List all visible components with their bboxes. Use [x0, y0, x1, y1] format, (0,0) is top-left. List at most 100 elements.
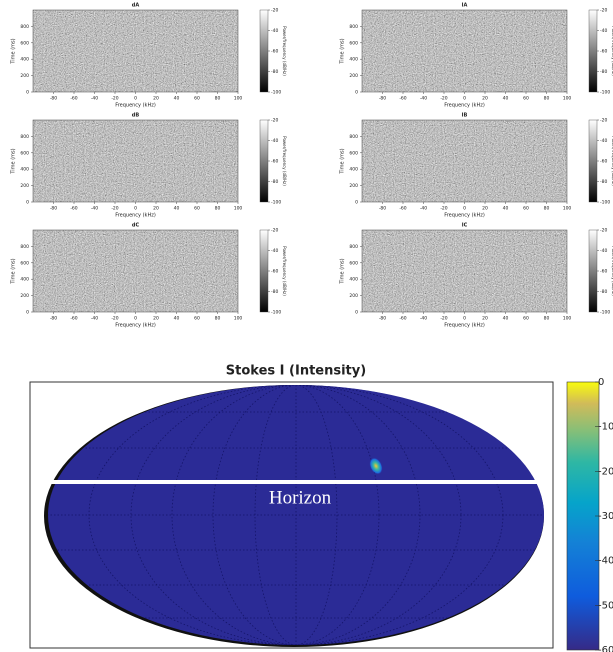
x-tick-label: -60 [70, 316, 77, 322]
x-tick-label: 60 [523, 316, 529, 322]
y-tick-label: 400 [20, 167, 29, 173]
panel-title: IC [462, 223, 468, 229]
x-tick-label: -20 [440, 316, 447, 322]
colorbar-tick-label: -20 [271, 228, 278, 234]
x-tick-label: -80 [379, 96, 386, 102]
spectrogram-image [33, 230, 238, 312]
colorbar-tick-label: -100 [271, 90, 281, 96]
source-blob [369, 457, 383, 475]
colorbar-tick-label: -60 [271, 49, 278, 55]
colorbar-tick-label: -40 [271, 138, 278, 144]
colorbar-label: Power/frequency (dB/Hz) [282, 246, 287, 296]
colorbar-tick-label: -40 [600, 248, 607, 254]
spectrogram-image [33, 10, 238, 92]
y-tick-label: 800 [20, 24, 29, 30]
y-tick-label: 400 [20, 57, 29, 63]
x-axis-label: Frequency (kHz) [115, 213, 156, 219]
colorbar [588, 9, 598, 93]
y-axis-label: Time (ms) [340, 38, 346, 64]
y-tick-label: 600 [20, 150, 29, 156]
y-tick-label: 800 [349, 134, 358, 140]
y-tick-label: 800 [20, 134, 29, 140]
x-tick-label: 20 [153, 316, 159, 322]
x-tick-label: 80 [215, 96, 221, 102]
y-tick-label: 400 [349, 277, 358, 283]
colorbar-tick-label: -60 [600, 269, 607, 275]
x-tick-label: -20 [440, 96, 447, 102]
sky-grid [48, 385, 544, 645]
x-tick-label: 60 [523, 206, 529, 212]
x-tick-label: 40 [174, 96, 180, 102]
colorbar [566, 381, 600, 651]
y-tick-label: 800 [349, 24, 358, 30]
colorbar-tick-label: -100 [271, 310, 281, 316]
colorbar [588, 119, 598, 203]
x-tick-label: -80 [50, 316, 57, 322]
colorbar-label: Power/frequency (dB/Hz) [611, 136, 613, 186]
x-axis-label: Frequency (kHz) [444, 103, 485, 109]
colorbar-label: Power/frequency (dB/Hz) [282, 26, 287, 76]
colorbar-tick-label: -40 [271, 28, 278, 34]
y-axis-label: Time (ms) [340, 258, 346, 284]
x-tick-label: 20 [482, 206, 488, 212]
x-tick-label: 60 [194, 96, 200, 102]
x-tick-label: 80 [544, 316, 550, 322]
colorbar-tick-label: -60 [271, 269, 278, 275]
x-tick-label: -20 [111, 96, 118, 102]
colorbar-tick-label: -20 [271, 8, 278, 14]
spectrogram-image [33, 120, 238, 202]
colorbar-tick-label: -40 [598, 556, 613, 567]
panel-title: IA [462, 3, 468, 9]
panel-title: dA [132, 3, 140, 9]
x-tick-label: -80 [379, 206, 386, 212]
x-tick-label: 20 [482, 316, 488, 322]
y-tick-label: 0 [355, 200, 358, 206]
y-tick-label: 200 [20, 183, 29, 189]
y-tick-label: 0 [355, 310, 358, 316]
x-tick-label: 100 [234, 206, 243, 212]
x-tick-label: -40 [91, 206, 98, 212]
y-tick-label: 600 [349, 40, 358, 46]
y-tick-label: 600 [349, 150, 358, 156]
x-tick-label: -80 [379, 316, 386, 322]
x-tick-label: 100 [234, 96, 243, 102]
colorbar-tick-label: -20 [600, 228, 607, 234]
x-tick-label: -60 [399, 206, 406, 212]
colorbar-tick-label: -40 [600, 138, 607, 144]
colorbar-tick-label: -30 [598, 511, 613, 522]
colorbar-tick-label: -20 [598, 466, 613, 477]
x-tick-label: 20 [153, 96, 159, 102]
y-tick-label: 400 [20, 277, 29, 283]
y-axis-label: Time (ms) [11, 258, 17, 284]
colorbar-tick-label: -20 [600, 118, 607, 124]
colorbar-tick-label: -40 [271, 248, 278, 254]
panel-title: dB [132, 113, 140, 119]
x-tick-label: 100 [234, 316, 243, 322]
y-axis-label: Time (ms) [11, 38, 17, 64]
colorbar [259, 9, 269, 93]
horizon-label: Horizon [269, 487, 332, 508]
colorbar-tick-label: -40 [600, 28, 607, 34]
panel-title: IB [462, 113, 468, 119]
x-tick-label: 0 [134, 96, 137, 102]
x-tick-label: 80 [215, 316, 221, 322]
x-tick-label: -40 [91, 316, 98, 322]
y-tick-label: 200 [349, 73, 358, 79]
x-tick-label: 40 [503, 206, 509, 212]
x-tick-label: -40 [420, 316, 427, 322]
colorbar-tick-label: -80 [271, 289, 278, 295]
colorbar-tick-label: -20 [271, 118, 278, 124]
colorbar-tick-label: -80 [271, 69, 278, 75]
colorbar [259, 229, 269, 313]
x-tick-label: 100 [563, 96, 572, 102]
colorbar-tick-label: -20 [600, 8, 607, 14]
colorbar-tick-label: 0 [598, 377, 604, 388]
colorbar-tick-label: -60 [600, 159, 607, 165]
colorbar-tick-label: -80 [271, 179, 278, 185]
y-tick-label: 200 [349, 183, 358, 189]
x-tick-label: 0 [463, 96, 466, 102]
colorbar-tick-label: -60 [271, 159, 278, 165]
x-axis-label: Frequency (kHz) [444, 323, 485, 329]
x-tick-label: 40 [174, 316, 180, 322]
colorbar-label: Power/frequency (dB/Hz) [282, 136, 287, 186]
